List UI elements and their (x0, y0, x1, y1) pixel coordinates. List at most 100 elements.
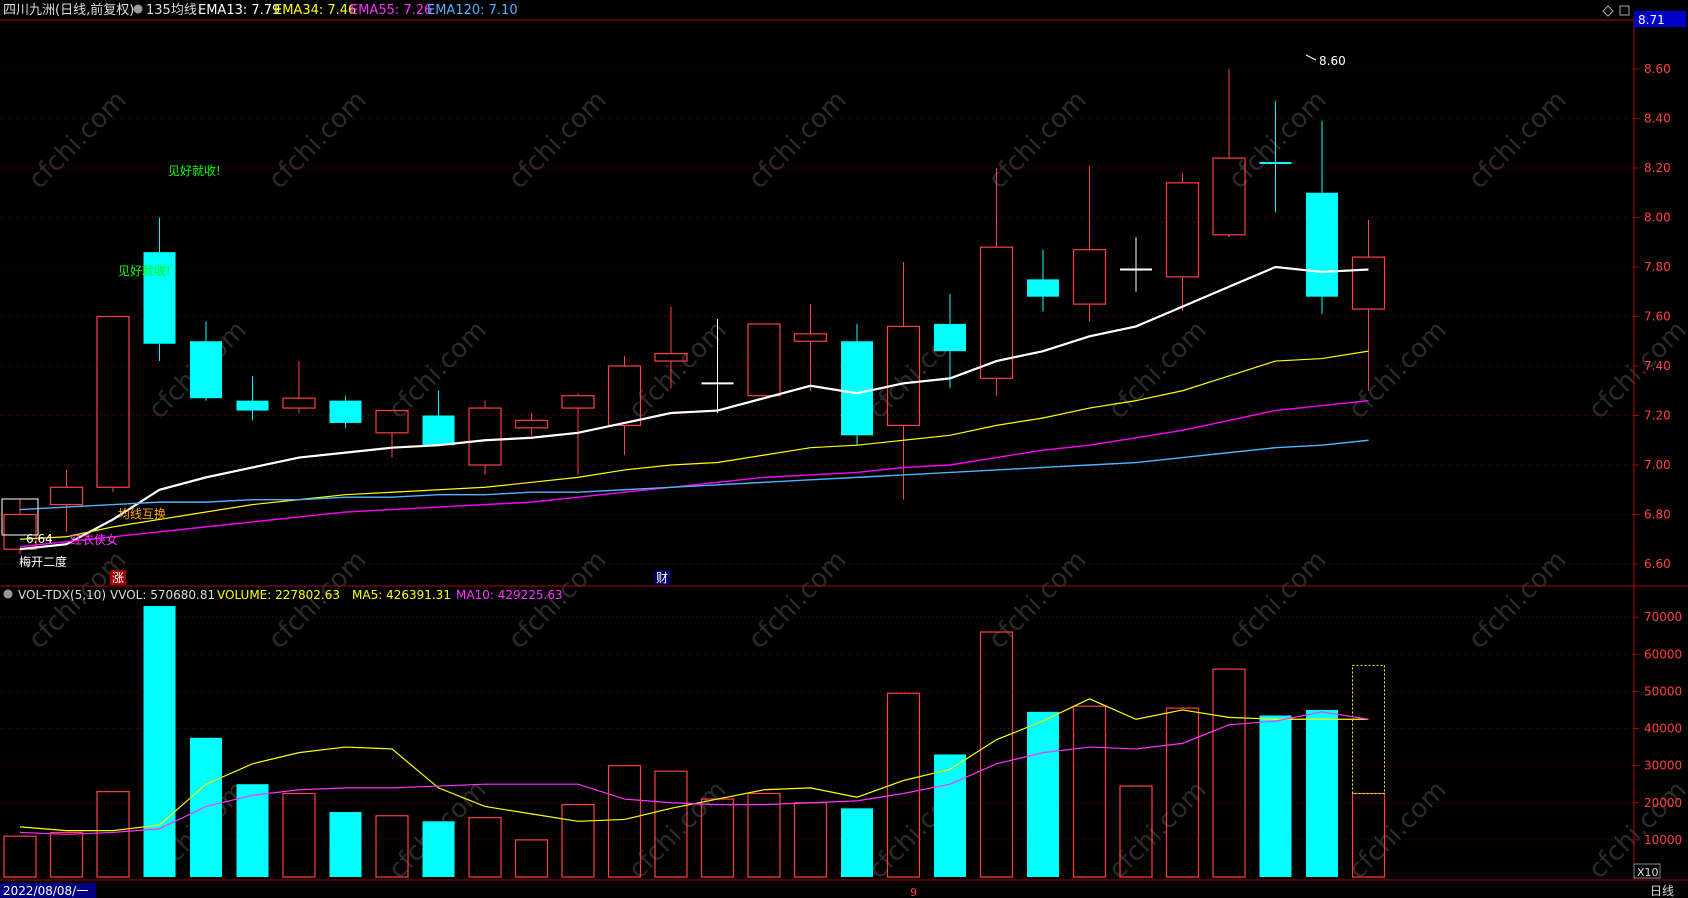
candle (1306, 120, 1338, 315)
price-tick-label: 8.00 (1644, 211, 1671, 225)
candle (190, 321, 222, 401)
mei-kai-label: 梅开二度 (19, 554, 67, 569)
volume-bar (841, 808, 873, 877)
candle (282, 361, 316, 414)
axes-layer: 8.60 8.40 8.20 8.00 7.80 7.60 7.40 7.20 7.00 6.80… (0, 19, 1688, 881)
date-box (0, 883, 96, 898)
candle (979, 168, 1014, 396)
price-tick-label: 7.40 (1644, 359, 1671, 373)
candle (561, 393, 595, 475)
footer: 2022/08/08/一 9 日线 (0, 883, 1674, 898)
price-tick-label: 7.00 (1644, 458, 1671, 472)
candle-body (1212, 157, 1246, 236)
watermark-text: cfchi.com (1103, 315, 1213, 425)
candle (236, 375, 269, 421)
ema13-readout: EMA13: 7.79 (198, 3, 280, 18)
current-price-box (1634, 11, 1686, 27)
take-profit-label-2: 见好就收! (118, 264, 171, 278)
candle-body (979, 246, 1014, 379)
volume-bar (1259, 715, 1292, 877)
high-pointer-icon (1305, 54, 1317, 61)
volume-bar (329, 812, 362, 877)
vol-scale-label: X10 (1637, 866, 1659, 879)
month-mark: 9 (910, 886, 917, 898)
volume-bar (236, 784, 269, 877)
volume-bar (49, 831, 84, 878)
volume-settings-icon[interactable] (3, 589, 13, 599)
volume-tick-label: 60000 (1644, 647, 1682, 661)
vvol-readout: VVOL: 570680.81 (110, 588, 215, 602)
diamond-icon[interactable] (1602, 5, 1614, 17)
price-tick-label: 8.60 (1644, 62, 1671, 76)
candle-body (1072, 249, 1107, 305)
cai-tag: 财 (656, 571, 668, 585)
volume-bar (282, 792, 316, 878)
candle-body (561, 395, 595, 409)
highlight-box (1, 498, 39, 536)
candle-body (422, 415, 455, 446)
watermark-text: cfchi.com (503, 85, 613, 195)
watermark-text: cfchi.com (1583, 315, 1688, 425)
price-panel[interactable] (3, 69, 1386, 555)
watermark-text: cfchi.com (1463, 545, 1573, 655)
candle (375, 409, 409, 458)
volume-tick-label: 10000 (1644, 833, 1682, 847)
zhang-tag-box (110, 570, 126, 585)
candle-body (886, 325, 921, 426)
volume-bar (422, 821, 455, 877)
candle (1259, 101, 1292, 213)
candle (793, 304, 828, 391)
price-tick-label: 7.20 (1644, 409, 1671, 423)
grid-layer (0, 68, 1634, 841)
indicator-settings-icon[interactable] (133, 4, 143, 14)
volume-ma10-line (19, 711, 1369, 835)
volume-tick-label: 50000 (1644, 684, 1682, 698)
volume-bar (607, 765, 642, 878)
candle-body (514, 419, 549, 429)
candle (1027, 249, 1059, 312)
volume-readout: VOLUME: 227802.63 (217, 588, 340, 602)
watermark-text: cfchi.com (1343, 315, 1453, 425)
watermark-text: cfchi.com (263, 85, 373, 195)
volume-bar (934, 754, 966, 877)
period-label: 日线 (1650, 884, 1674, 898)
ema-line-ema13 (19, 265, 1369, 551)
candle-body (236, 400, 269, 411)
volume-panel[interactable] (3, 606, 1386, 878)
price-header: 四川九洲(日线,前复权) 135均线 EMA13: 7.79 EMA34: 7.… (3, 2, 1686, 27)
candle-body (654, 353, 688, 362)
take-profit-label-1: 见好就收! (168, 164, 221, 178)
volume-bar (561, 804, 595, 878)
zhang-tag: 涨 (112, 570, 124, 585)
maximize-icon[interactable] (1619, 5, 1630, 16)
volume-bar (654, 770, 688, 878)
indicator-name: 135均线 (146, 3, 197, 18)
cai-tag-box (654, 570, 670, 585)
volume-bar (1306, 709, 1338, 877)
volume-bar (375, 815, 409, 878)
candle (1165, 172, 1200, 312)
candle-body (841, 341, 873, 436)
price-tick-label: 6.80 (1644, 508, 1671, 522)
candle (1072, 165, 1107, 322)
watermark-text: cfchi.com (983, 85, 1093, 195)
candle (1120, 237, 1152, 292)
volume-bar (1027, 711, 1059, 877)
ema55-readout: EMA55: 7.26 (350, 3, 432, 18)
volume-tick-label: 20000 (1644, 796, 1682, 810)
ema120-readout: EMA120: 7.10 (427, 3, 518, 18)
candle (886, 262, 921, 500)
volume-tick-label: 40000 (1644, 722, 1682, 736)
candle (49, 469, 84, 532)
watermark-text: cfchi.com (1223, 85, 1333, 195)
candle-body (468, 407, 502, 466)
red-hero-label: 红衣侠女 (70, 532, 118, 547)
price-tick-label: 7.80 (1644, 260, 1671, 274)
watermark-text: cfchi.com (1343, 775, 1453, 885)
volume-bar (468, 817, 502, 878)
volume-header: VOL-TDX(5,10) VVOL: 570680.81 VOLUME: 22… (3, 588, 563, 602)
volume-bar (1165, 707, 1200, 878)
candle (607, 356, 642, 456)
candle (143, 217, 176, 362)
